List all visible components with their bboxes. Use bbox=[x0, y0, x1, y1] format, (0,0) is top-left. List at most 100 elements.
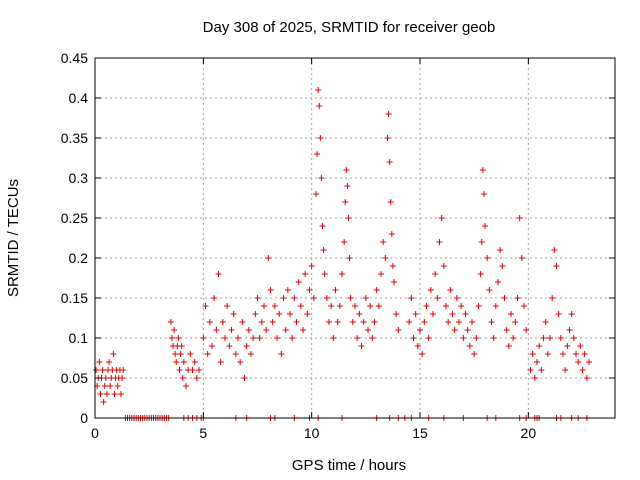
data-point bbox=[555, 311, 562, 317]
data-point bbox=[419, 351, 426, 357]
data-point bbox=[362, 295, 369, 301]
data-point bbox=[495, 279, 501, 285]
data-point bbox=[274, 335, 280, 341]
data-point bbox=[254, 295, 261, 301]
data-point bbox=[508, 311, 514, 317]
data-point bbox=[314, 151, 321, 157]
data-point bbox=[410, 335, 417, 341]
data-point bbox=[427, 287, 434, 293]
data-point bbox=[540, 335, 547, 341]
data-point bbox=[347, 295, 354, 301]
data-point bbox=[505, 343, 512, 349]
data-point bbox=[332, 287, 339, 293]
data-point bbox=[386, 159, 393, 165]
data-point bbox=[453, 295, 460, 301]
data-point bbox=[219, 319, 226, 325]
data-point bbox=[111, 391, 118, 397]
data-point bbox=[209, 343, 215, 349]
data-point bbox=[440, 263, 447, 269]
data-point bbox=[527, 367, 534, 373]
data-point bbox=[97, 391, 104, 397]
data-point bbox=[538, 367, 545, 373]
data-point bbox=[328, 303, 335, 309]
data-point bbox=[224, 303, 231, 309]
data-point bbox=[278, 351, 285, 357]
data-point bbox=[202, 303, 209, 309]
data-point bbox=[367, 303, 374, 309]
data-point bbox=[471, 351, 478, 357]
data-point bbox=[447, 287, 454, 293]
data-point bbox=[514, 295, 521, 301]
data-point bbox=[406, 319, 413, 325]
data-point bbox=[458, 303, 465, 309]
data-point bbox=[438, 215, 445, 221]
data-point bbox=[211, 295, 218, 301]
data-point bbox=[360, 319, 367, 325]
data-point bbox=[436, 239, 443, 245]
y-tick-label: 0.4 bbox=[69, 90, 89, 106]
data-point bbox=[100, 399, 107, 405]
data-point bbox=[462, 311, 469, 317]
data-point bbox=[389, 263, 396, 269]
data-point bbox=[573, 351, 579, 357]
data-point bbox=[456, 319, 462, 325]
data-point bbox=[269, 319, 276, 325]
data-point bbox=[388, 231, 395, 237]
data-point bbox=[339, 271, 345, 277]
data-point bbox=[114, 383, 121, 389]
data-point bbox=[330, 335, 337, 341]
data-point bbox=[345, 215, 352, 221]
data-point bbox=[553, 263, 560, 269]
data-point bbox=[421, 319, 428, 325]
data-point bbox=[291, 295, 298, 301]
data-point bbox=[414, 343, 421, 349]
data-point bbox=[282, 327, 289, 333]
data-point bbox=[551, 247, 558, 253]
y-tick-label: 0.05 bbox=[61, 370, 88, 386]
data-point bbox=[356, 311, 363, 317]
data-point bbox=[342, 199, 349, 205]
data-point bbox=[308, 263, 315, 269]
data-point bbox=[258, 319, 265, 325]
data-point bbox=[480, 191, 487, 197]
data-point bbox=[460, 335, 467, 341]
data-point bbox=[566, 327, 573, 333]
x-tick-label: 15 bbox=[412, 425, 428, 441]
data-point bbox=[107, 383, 114, 389]
data-point bbox=[521, 303, 527, 309]
x-axis-label: GPS time / hours bbox=[292, 457, 406, 474]
data-point bbox=[289, 335, 296, 341]
data-point bbox=[177, 351, 184, 357]
data-point bbox=[518, 255, 525, 261]
data-point bbox=[334, 319, 341, 325]
y-tick-label: 0.25 bbox=[61, 210, 88, 226]
data-point bbox=[346, 255, 353, 261]
data-point bbox=[183, 383, 189, 389]
data-point bbox=[570, 335, 577, 341]
data-point bbox=[168, 335, 175, 341]
data-point bbox=[564, 343, 571, 349]
data-point bbox=[432, 271, 439, 277]
data-point bbox=[336, 303, 343, 309]
data-point bbox=[306, 287, 313, 293]
data-point bbox=[568, 311, 575, 317]
data-point bbox=[93, 367, 100, 373]
data-point bbox=[118, 391, 124, 397]
data-point bbox=[326, 319, 332, 325]
data-point bbox=[101, 383, 108, 389]
data-point bbox=[378, 271, 384, 277]
data-point bbox=[449, 311, 456, 317]
data-point bbox=[102, 375, 109, 381]
data-point bbox=[222, 335, 228, 341]
data-point bbox=[358, 343, 365, 349]
data-point bbox=[243, 343, 250, 349]
data-point bbox=[382, 255, 389, 261]
data-point bbox=[473, 335, 480, 341]
data-point bbox=[120, 367, 127, 373]
data-point bbox=[547, 335, 553, 341]
data-point bbox=[385, 111, 392, 117]
data-point bbox=[375, 303, 382, 309]
data-point bbox=[321, 271, 328, 277]
